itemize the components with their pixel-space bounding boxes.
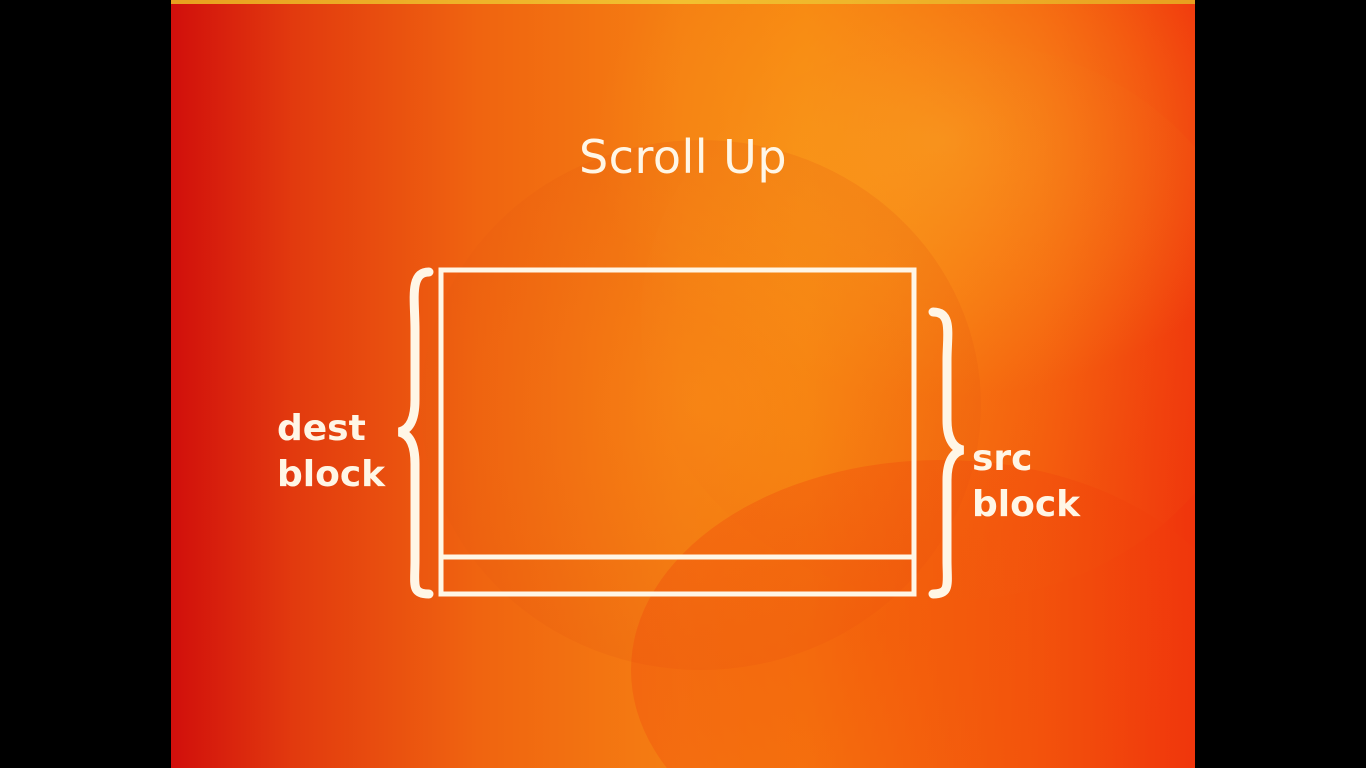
slide: Scroll Up dest block src block	[171, 0, 1195, 768]
src-label-line1: src	[972, 438, 1033, 479]
slide-title: Scroll Up	[578, 130, 788, 184]
src-block-label: src block	[972, 436, 1080, 528]
top-accent-line	[171, 0, 1195, 4]
screen-rectangle	[438, 267, 917, 597]
letterbox-left	[0, 0, 171, 768]
scroll-diagram	[397, 267, 965, 599]
dest-label-line2: block	[277, 454, 386, 495]
letterbox-right	[1195, 0, 1366, 768]
background-circle-center	[421, 140, 981, 670]
src-label-line2: block	[972, 484, 1081, 525]
background-circle-right	[641, 40, 1195, 600]
dest-block-label: dest block	[277, 406, 385, 498]
dest-label-line1: dest	[277, 408, 366, 449]
src-brace-icon	[928, 307, 965, 599]
dest-brace-icon	[397, 267, 434, 599]
